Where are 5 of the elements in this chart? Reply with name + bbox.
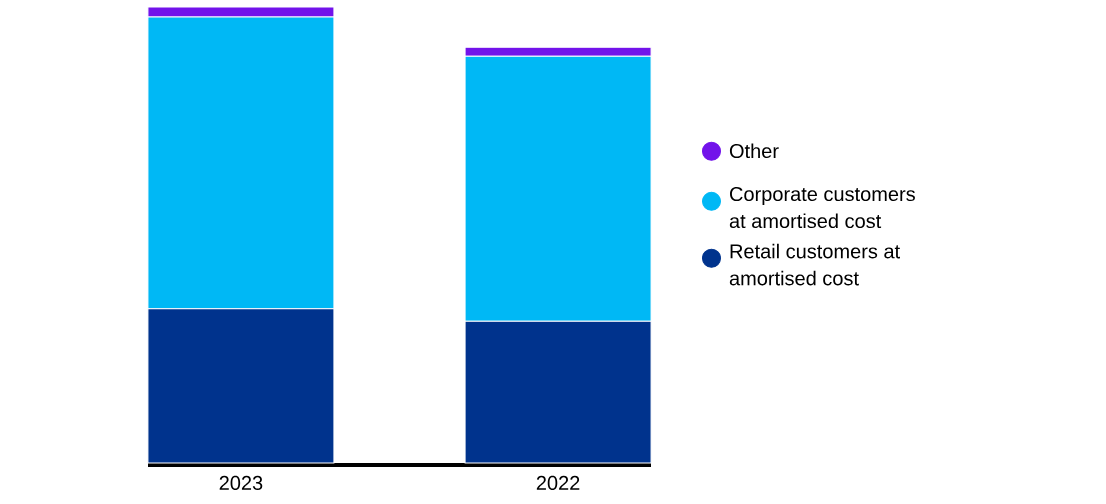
x-tick-label: 2022 [536,475,580,491]
legend-label: Retail customers at amortised cost [729,243,900,286]
legend-label: Other [729,143,779,159]
text: Corporate customers at amortised cost [729,186,915,229]
x-tick-label: 2023 [219,475,263,491]
